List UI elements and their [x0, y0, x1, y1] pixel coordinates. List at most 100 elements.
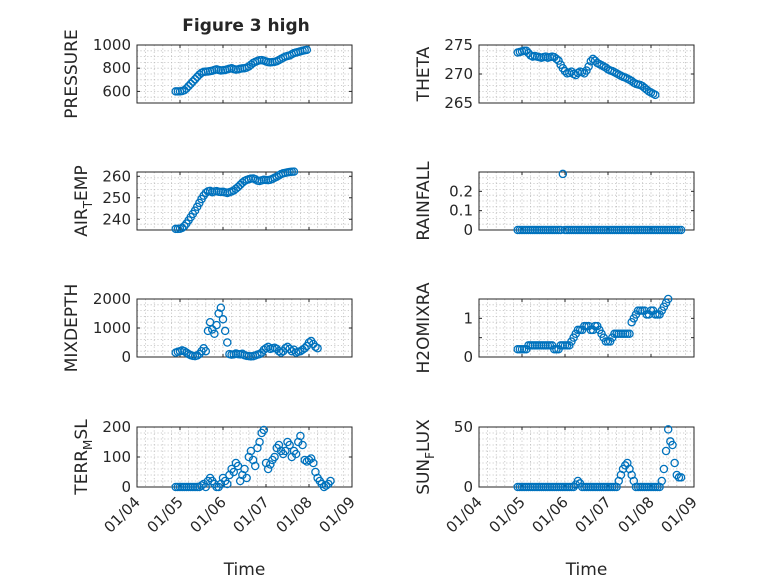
- data-point: [298, 440, 307, 450]
- grid: [479, 172, 694, 230]
- data-series: [171, 303, 322, 361]
- data-point: [285, 440, 294, 450]
- data-point: [212, 320, 221, 330]
- y-tick-label: 0: [463, 478, 473, 496]
- y-axis-label-subscript: M: [81, 440, 95, 450]
- data-point: [668, 440, 677, 450]
- grid: [479, 45, 694, 103]
- data-point: [560, 66, 570, 76]
- data-point: [584, 62, 593, 71]
- data-point: [309, 458, 318, 468]
- data-series: [171, 45, 312, 96]
- data-point: [218, 315, 228, 324]
- subplot-sun-flux: 0 50 01/04 01/05 01/06 01/07 01/08 01/09 Time SUN…: [414, 418, 701, 580]
- y-axis-label: THETA: [414, 46, 434, 102]
- data-point: [233, 182, 243, 192]
- subplot-rainfall: 00.1 0.2 RAINFALL: [414, 161, 695, 241]
- data-point: [601, 63, 611, 72]
- data-point: [287, 346, 297, 356]
- data-point: [250, 461, 260, 471]
- data-point: [304, 338, 314, 347]
- x-tick-label: 01/08: [615, 493, 658, 536]
- data-point: [663, 425, 673, 434]
- x-tick-label: 01/04: [443, 493, 486, 536]
- y-tick-label: 270: [444, 65, 473, 83]
- plot-area: [137, 45, 352, 103]
- y-axis-label: RAINFALL: [414, 161, 434, 241]
- data-series: [513, 46, 660, 100]
- data-point: [663, 294, 673, 304]
- y-axis-label: AIRTEMP: [72, 165, 95, 236]
- y-axis-label-subscript: F: [423, 452, 437, 459]
- data-point: [552, 54, 561, 64]
- x-axis-label: Time: [565, 560, 608, 580]
- y-tick-label: 275: [444, 36, 473, 54]
- data-point: [627, 76, 636, 86]
- x-tick-label: 01/09: [316, 493, 359, 536]
- subplot-air-temp: 240 250 260 AIRTEMP: [72, 165, 353, 237]
- y-axis-label: MIXDEPTH: [62, 284, 82, 373]
- data-point: [302, 45, 312, 55]
- data-point: [223, 338, 232, 347]
- x-tick-label: 01/07: [572, 493, 615, 536]
- y-axis-label-part: AIR: [72, 208, 92, 237]
- data-series: [513, 169, 686, 235]
- data-point: [276, 348, 286, 357]
- y-axis-label-part: SUN: [414, 459, 434, 495]
- data-series: [171, 167, 299, 234]
- data-point: [255, 437, 264, 447]
- data-point: [661, 446, 671, 456]
- data-point: [214, 309, 223, 318]
- data-point: [313, 344, 322, 353]
- y-axis-label-part: SL: [72, 419, 92, 440]
- data-point: [582, 66, 591, 75]
- x-tick-label: 01/06: [529, 493, 572, 536]
- data-point: [281, 446, 290, 456]
- data-point: [220, 326, 230, 336]
- data-point: [676, 473, 686, 482]
- data-point: [238, 178, 247, 187]
- y-axis-label: TERRMSL: [72, 419, 95, 496]
- data-point: [285, 344, 294, 354]
- y-tick-label: 800: [102, 59, 131, 77]
- data-series: [513, 294, 673, 354]
- axes-box: [136, 44, 353, 104]
- grid: [137, 45, 352, 103]
- data-series: [171, 425, 335, 492]
- grid: [479, 299, 694, 357]
- data-point: [670, 458, 679, 468]
- y-tick-label: 0: [463, 348, 473, 366]
- x-tick-label: 01/05: [486, 493, 529, 536]
- subplot-pressure: 600 800 1000 PRESSURE: [62, 29, 353, 119]
- y-axis-label-part: TERR: [72, 450, 92, 496]
- y-tick-label: 0.1: [449, 202, 473, 220]
- data-point: [261, 344, 271, 353]
- data-point: [210, 329, 219, 339]
- y-tick-label: 50: [454, 418, 473, 436]
- data-point: [263, 464, 273, 474]
- data-point: [676, 225, 686, 235]
- x-tick-label: 01/08: [273, 493, 316, 536]
- data-point: [569, 482, 578, 492]
- plot-area: [137, 299, 352, 357]
- data-point: [625, 329, 634, 339]
- data-point: [672, 470, 682, 480]
- y-tick-label: 0: [121, 348, 131, 366]
- data-point: [188, 77, 198, 86]
- data-point: [180, 346, 189, 356]
- data-point: [558, 169, 568, 179]
- data-point: [182, 348, 191, 357]
- data-point: [573, 476, 583, 486]
- axes-box: [136, 171, 353, 231]
- y-tick-label: 200: [102, 418, 131, 436]
- y-axis-label: PRESSURE: [62, 29, 82, 118]
- data-point: [306, 454, 316, 463]
- data-point: [326, 476, 335, 486]
- data-point: [223, 479, 232, 489]
- data-point: [659, 464, 669, 474]
- x-tick-label: 01/09: [658, 493, 701, 536]
- data-point: [259, 425, 269, 435]
- plot-area: [479, 299, 694, 357]
- data-point: [296, 346, 305, 356]
